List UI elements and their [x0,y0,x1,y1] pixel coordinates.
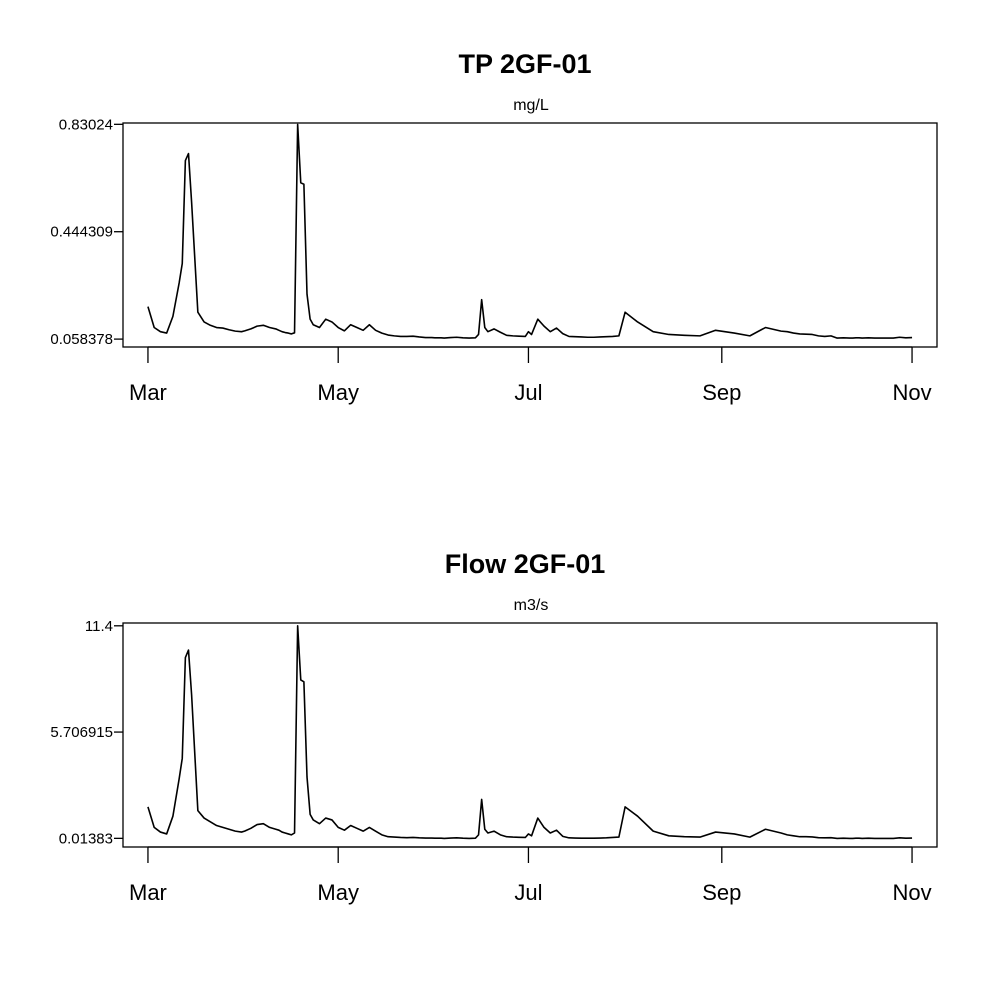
flow-x-tick-label: Nov [892,880,931,905]
tp-x-tick-label: Mar [129,380,167,405]
flow-x-tick-label: Sep [702,880,741,905]
flow-x-tick-label: Jul [514,880,542,905]
tp-y-tick-label: 0.83024 [59,116,113,133]
flow-series-line [147,624,913,840]
tp-x-tick-label: Nov [892,380,931,405]
tp-y-tick-label: 0.444309 [50,224,113,241]
tp-x-tick-label: Sep [702,380,741,405]
flow-x-axis: Mar May Jul Sep Nov [129,846,932,905]
flow-series-group [147,624,913,840]
panel-tp: TP 2GF-01 mg/L 0.058378 0.444309 0.83024 M… [50,49,938,405]
tp-x-tick-label: Jul [514,380,542,405]
panel-flow: Flow 2GF-01 m3/s 0.01383 5.706915 11.4 Mar… [50,549,938,905]
flow-chart-title: Flow 2GF-01 [445,549,606,579]
flow-unit-label: m3/s [514,597,549,614]
tp-y-tick-label: 0.058378 [50,331,113,348]
tp-unit-label: mg/L [513,97,549,114]
tp-chart-title: TP 2GF-01 [458,49,591,79]
flow-y-tick-label: 0.01383 [59,830,113,847]
tp-plot-frame [122,122,938,348]
tp-series-line [147,123,913,339]
flow-x-tick-label: May [317,880,359,905]
flow-y-axis: 0.01383 5.706915 11.4 [50,618,123,847]
tp-series-group [147,123,913,339]
tp-x-axis: Mar May Jul Sep Nov [129,346,932,405]
tp-y-axis: 0.058378 0.444309 0.83024 [50,116,123,348]
flow-y-tick-label: 11.4 [85,618,113,635]
tp-x-tick-label: May [317,380,359,405]
flow-plot-frame [122,622,938,848]
flow-x-tick-label: Mar [129,880,167,905]
flow-y-tick-label: 5.706915 [50,724,113,741]
